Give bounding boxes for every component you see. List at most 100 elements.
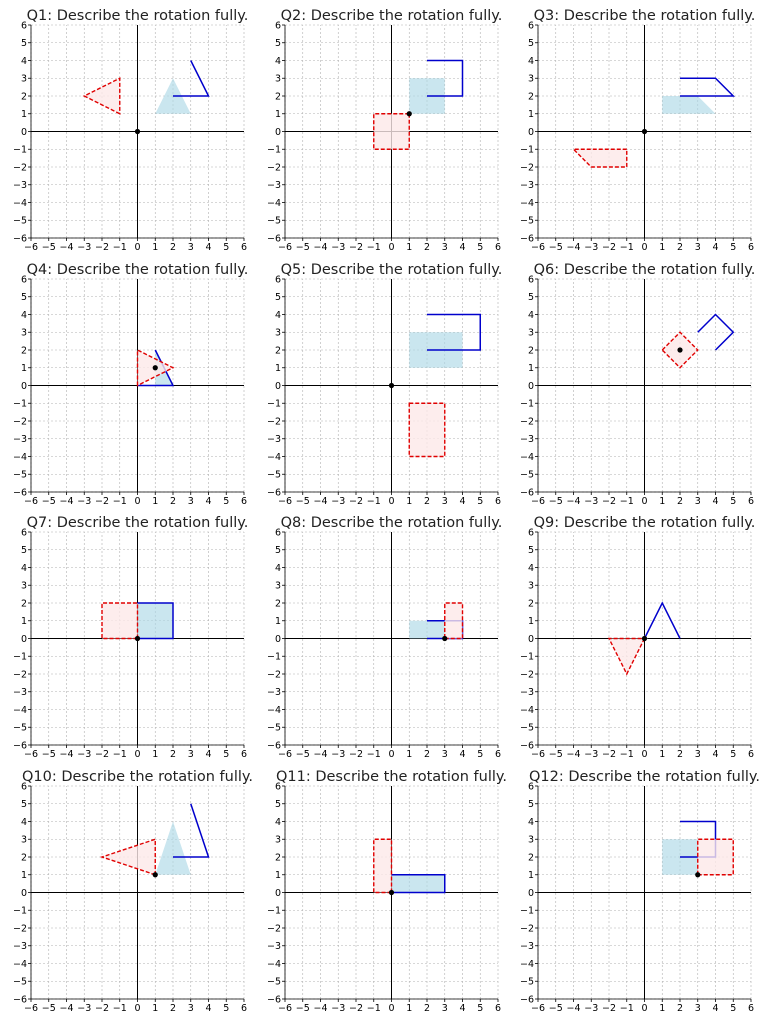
y-tick-label: 4 xyxy=(21,817,27,828)
x-tick-label: 1 xyxy=(659,749,665,760)
x-tick-label: −1 xyxy=(620,749,634,760)
x-tick-label: −5 xyxy=(296,1003,310,1014)
x-tick-label: −4 xyxy=(59,749,73,760)
x-tick-label: −5 xyxy=(42,496,56,507)
x-tick-label: 6 xyxy=(495,1003,501,1014)
x-tick-label: −6 xyxy=(24,1003,38,1014)
y-tick-label: 4 xyxy=(528,817,534,828)
y-tick-label: 1 xyxy=(275,363,281,374)
y-tick-label: 5 xyxy=(528,545,534,556)
x-tick-label: 1 xyxy=(406,242,412,253)
object-shape xyxy=(391,874,445,893)
y-tick-label: −6 xyxy=(267,994,281,1005)
x-tick-label: −6 xyxy=(531,1003,545,1014)
y-tick-label: −2 xyxy=(13,162,27,173)
x-tick-label: −6 xyxy=(531,749,545,760)
x-tick-label: 3 xyxy=(442,496,448,507)
y-tick-label: −2 xyxy=(13,416,27,427)
x-tick-label: −1 xyxy=(113,242,127,253)
y-tick-label: −1 xyxy=(13,906,27,917)
x-tick-label: 3 xyxy=(695,242,701,253)
x-tick-label: −6 xyxy=(278,242,292,253)
x-tick-label: 0 xyxy=(134,496,140,507)
y-tick-label: 4 xyxy=(275,817,281,828)
x-tick-label: −3 xyxy=(584,242,598,253)
y-tick-label: −2 xyxy=(267,923,281,934)
rotated-answer-shape xyxy=(607,637,646,676)
x-tick-label: −5 xyxy=(296,496,310,507)
x-tick-label: −4 xyxy=(59,242,73,253)
x-tick-label: 1 xyxy=(659,242,665,253)
x-tick-label: −6 xyxy=(278,496,292,507)
x-tick-label: −4 xyxy=(566,242,580,253)
x-tick-label: 5 xyxy=(477,242,483,253)
y-tick-label: 5 xyxy=(21,799,27,810)
y-tick-label: −2 xyxy=(520,669,534,680)
y-tick-label: −6 xyxy=(267,740,281,751)
centre-of-rotation-point xyxy=(641,128,648,135)
y-tick-label: −1 xyxy=(13,652,27,663)
y-tick-label: 3 xyxy=(21,328,27,339)
y-tick-label: 0 xyxy=(528,634,534,645)
x-tick-label: 6 xyxy=(495,496,501,507)
centre-of-rotation-point xyxy=(134,635,141,642)
question-title: Q7: Describe the rotation fully. xyxy=(27,515,249,531)
centre-of-rotation-point xyxy=(406,111,412,117)
question-panel-8: Q8: Describe the rotation fully.−6 −5 −4 −3… xyxy=(267,515,502,760)
centre-of-rotation-point xyxy=(388,889,395,896)
image-shape xyxy=(643,601,681,639)
x-tick-label: 3 xyxy=(695,749,701,760)
object-shape xyxy=(662,96,716,114)
x-tick-label: −5 xyxy=(549,1003,563,1014)
x-tick-label: −6 xyxy=(24,749,38,760)
y-tick-label: −2 xyxy=(13,669,27,680)
y-tick-label: −6 xyxy=(13,740,27,751)
y-tick-label: −2 xyxy=(267,162,281,173)
x-tick-label: 6 xyxy=(748,242,754,253)
y-tick-label: −3 xyxy=(267,434,281,445)
y-tick-label: 4 xyxy=(21,563,27,574)
y-tick-label: −5 xyxy=(13,723,27,734)
y-tick-label: −4 xyxy=(267,452,281,463)
x-tick-label: 2 xyxy=(424,242,430,253)
x-tick-label: −3 xyxy=(584,496,598,507)
y-tick-label: −2 xyxy=(13,923,27,934)
y-tick-label: −5 xyxy=(267,977,281,988)
x-tick-label: −2 xyxy=(602,496,616,507)
x-tick-label: 6 xyxy=(241,242,247,253)
x-tick-label: 6 xyxy=(748,496,754,507)
rotated-answer-shape xyxy=(101,602,139,640)
x-tick-label: 4 xyxy=(712,749,718,760)
x-tick-label: 3 xyxy=(695,496,701,507)
question-panel-11: Q11: Describe the rotation fully.−6 −5 −4−… xyxy=(267,769,507,1014)
x-tick-label: −3 xyxy=(77,1003,91,1014)
y-tick-label: −3 xyxy=(267,687,281,698)
y-tick-label: 0 xyxy=(275,888,281,899)
y-tick-label: 1 xyxy=(275,616,281,627)
x-tick-label: 5 xyxy=(477,496,483,507)
y-tick-label: 3 xyxy=(528,581,534,592)
x-tick-label: −5 xyxy=(42,242,56,253)
x-tick-label: −2 xyxy=(349,242,363,253)
x-tick-label: −5 xyxy=(296,749,310,760)
x-tick-label: −6 xyxy=(531,496,545,507)
x-tick-label: −2 xyxy=(349,749,363,760)
x-tick-label: 2 xyxy=(170,1003,176,1014)
y-tick-label: −4 xyxy=(13,959,27,970)
x-tick-label: 5 xyxy=(730,1003,736,1014)
y-tick-label: 2 xyxy=(21,852,27,863)
y-tick-label: −5 xyxy=(267,470,281,481)
y-tick-label: −3 xyxy=(267,941,281,952)
x-tick-label: 4 xyxy=(459,496,465,507)
centre-of-rotation-point xyxy=(677,347,683,353)
x-tick-label: 5 xyxy=(477,1003,483,1014)
question-panel-1: Q1: Describe the rotation fully.−6 −5 −4 −3… xyxy=(13,8,248,253)
y-tick-label: 0 xyxy=(21,634,27,645)
centre-of-rotation-point xyxy=(134,128,141,135)
x-tick-label: 2 xyxy=(677,496,683,507)
x-tick-label: −4 xyxy=(313,496,327,507)
rotated-answer-shape xyxy=(373,838,393,894)
y-tick-label: 6 xyxy=(528,20,534,31)
y-tick-label: 0 xyxy=(21,127,27,138)
y-tick-label: −1 xyxy=(520,145,534,156)
